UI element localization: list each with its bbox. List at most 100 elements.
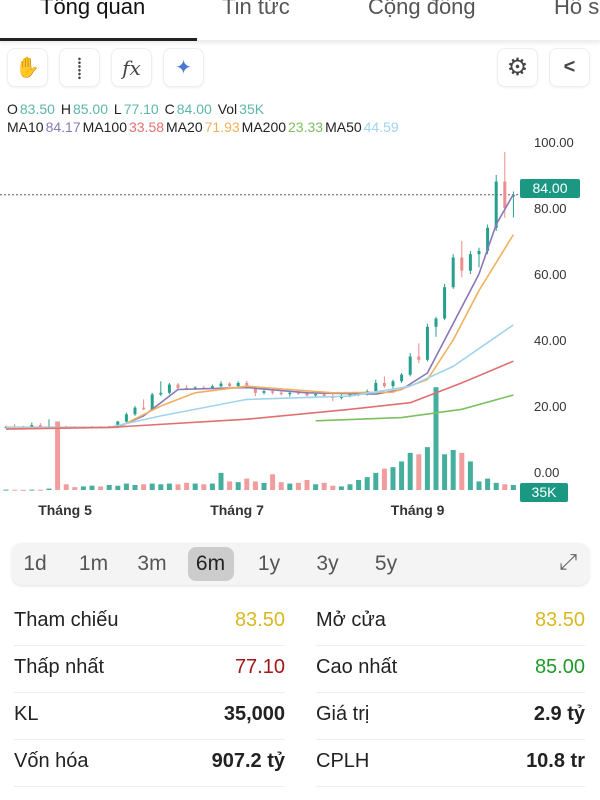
settings-button[interactable]: ⚙ <box>497 48 538 87</box>
volume-bar <box>356 480 362 490</box>
candle-body <box>142 407 146 410</box>
expand-icon[interactable]: ⤢ <box>559 549 577 574</box>
candle-body <box>408 356 412 375</box>
tab-profile[interactable]: Hồ s <box>554 0 600 19</box>
stat-label: Tham chiếu <box>14 609 119 631</box>
volume-bar <box>321 482 327 490</box>
y-tick-label: 100.00 <box>534 135 574 150</box>
candle-body <box>296 392 300 394</box>
range-3y[interactable]: 3y <box>316 552 339 575</box>
tab-overview[interactable]: Tổng quan <box>40 0 146 19</box>
stat-row: Vốn hóa 907.2 tỷ <box>14 740 285 787</box>
stat-value: 2.9 tỷ <box>533 703 585 725</box>
volume-bar <box>192 483 198 490</box>
y-tick-label: 20.00 <box>534 399 567 414</box>
volume-bar <box>261 482 267 490</box>
ohlc-legend: O 83.50 H 85.00 L 77.10 C 84.00 Vol 35K <box>7 101 266 117</box>
ma-value: 44.59 <box>363 119 399 135</box>
candle-body <box>245 382 249 388</box>
y-tick-label: 80.00 <box>534 201 567 216</box>
range-1y[interactable]: 1y <box>257 552 281 575</box>
indicator-button[interactable]: fx <box>111 48 152 87</box>
open-label: O <box>7 101 18 117</box>
candle-body <box>116 421 120 427</box>
ma-line-ma50 <box>5 324 514 429</box>
tab-news[interactable]: Tin tức <box>222 0 290 19</box>
stat-label: CPLH <box>316 750 370 772</box>
stat-label: Giá trị <box>316 703 370 725</box>
ma-label: MA200 <box>241 119 287 135</box>
high-label: H <box>60 101 71 117</box>
stat-value: 83.50 <box>534 609 585 631</box>
candle-body <box>443 287 447 319</box>
volume-bar <box>63 484 69 490</box>
volume-bar <box>510 485 516 490</box>
volume-bar <box>80 486 86 490</box>
stat-value: 77.10 <box>234 656 285 678</box>
volume-bar <box>166 483 172 490</box>
volume-bar <box>313 484 319 490</box>
x-axis-label: Tháng 9 <box>390 502 445 518</box>
candle-body <box>150 394 154 410</box>
volume-bar <box>132 485 138 490</box>
stat-row: KL 35,000 <box>14 693 285 740</box>
gear-icon: ⚙ <box>506 54 529 81</box>
tab-community[interactable]: Cộng đồng <box>368 0 476 19</box>
ma-value: 33.58 <box>128 119 165 135</box>
low-label: L <box>113 101 122 117</box>
volume-bar <box>252 481 258 490</box>
candle-body <box>124 414 128 422</box>
volume-bar <box>37 489 43 491</box>
ai-sparkle-icon: ✦ <box>175 57 192 79</box>
range-6m[interactable]: 6m <box>187 547 234 581</box>
hand-icon: ✋ <box>15 57 40 79</box>
volume-bar <box>209 483 215 490</box>
candle-body <box>253 387 257 393</box>
y-tick-label: 0.00 <box>534 465 559 480</box>
stat-label: Mở cửa <box>316 609 386 631</box>
candle-body <box>288 392 292 395</box>
stat-label: Vốn hóa <box>14 750 89 772</box>
range-3m[interactable]: 3m <box>137 552 167 575</box>
y-tick-label: 40.00 <box>534 333 567 348</box>
ma-line-ma100 <box>5 360 514 430</box>
volume-bar <box>3 489 9 491</box>
range-1d[interactable]: 1d <box>23 552 47 575</box>
candle-body <box>236 382 240 387</box>
stat-row: Cao nhất 85.00 <box>316 646 585 693</box>
volume-bar <box>89 485 95 490</box>
volume-bar <box>485 478 491 490</box>
candle-body <box>374 382 378 392</box>
volume-bar <box>442 454 448 490</box>
ai-tool-button[interactable]: ✦ <box>163 48 204 87</box>
candle-body <box>486 227 490 251</box>
candle-body <box>133 407 137 415</box>
candle-body <box>468 254 472 271</box>
volume-bar <box>390 467 396 490</box>
volume-bar <box>338 486 344 490</box>
candle-body <box>314 394 318 396</box>
volume-bar <box>330 485 336 490</box>
volume-bar <box>287 483 293 490</box>
y-tick-label: 60.00 <box>534 267 567 282</box>
candle-body <box>322 394 326 397</box>
range-5y[interactable]: 5y <box>374 552 398 575</box>
crosshair-tool-button[interactable]: ⸽ <box>59 48 100 87</box>
share-button[interactable]: < <box>549 48 590 87</box>
stat-label: Cao nhất <box>316 656 398 678</box>
volume-bar <box>476 481 482 490</box>
stat-row: Giá trị 2.9 tỷ <box>316 693 585 740</box>
last-price-tag: 84.00 <box>520 179 580 198</box>
volume-bar <box>407 452 413 490</box>
close-value: 84.00 <box>176 101 212 117</box>
candle-body <box>460 257 464 271</box>
range-1m[interactable]: 1m <box>78 552 109 575</box>
hand-tool-button[interactable]: ✋ <box>7 48 48 87</box>
volume-bar <box>424 447 430 490</box>
volume-bar <box>55 421 61 490</box>
volume-bar <box>149 483 155 490</box>
volume-bar <box>201 484 207 490</box>
volume-bar <box>184 482 190 490</box>
price-chart[interactable]: 100.00 80.00 60.00 40.00 20.00 0.00 <box>0 130 600 500</box>
high-value: 85.00 <box>72 101 108 117</box>
